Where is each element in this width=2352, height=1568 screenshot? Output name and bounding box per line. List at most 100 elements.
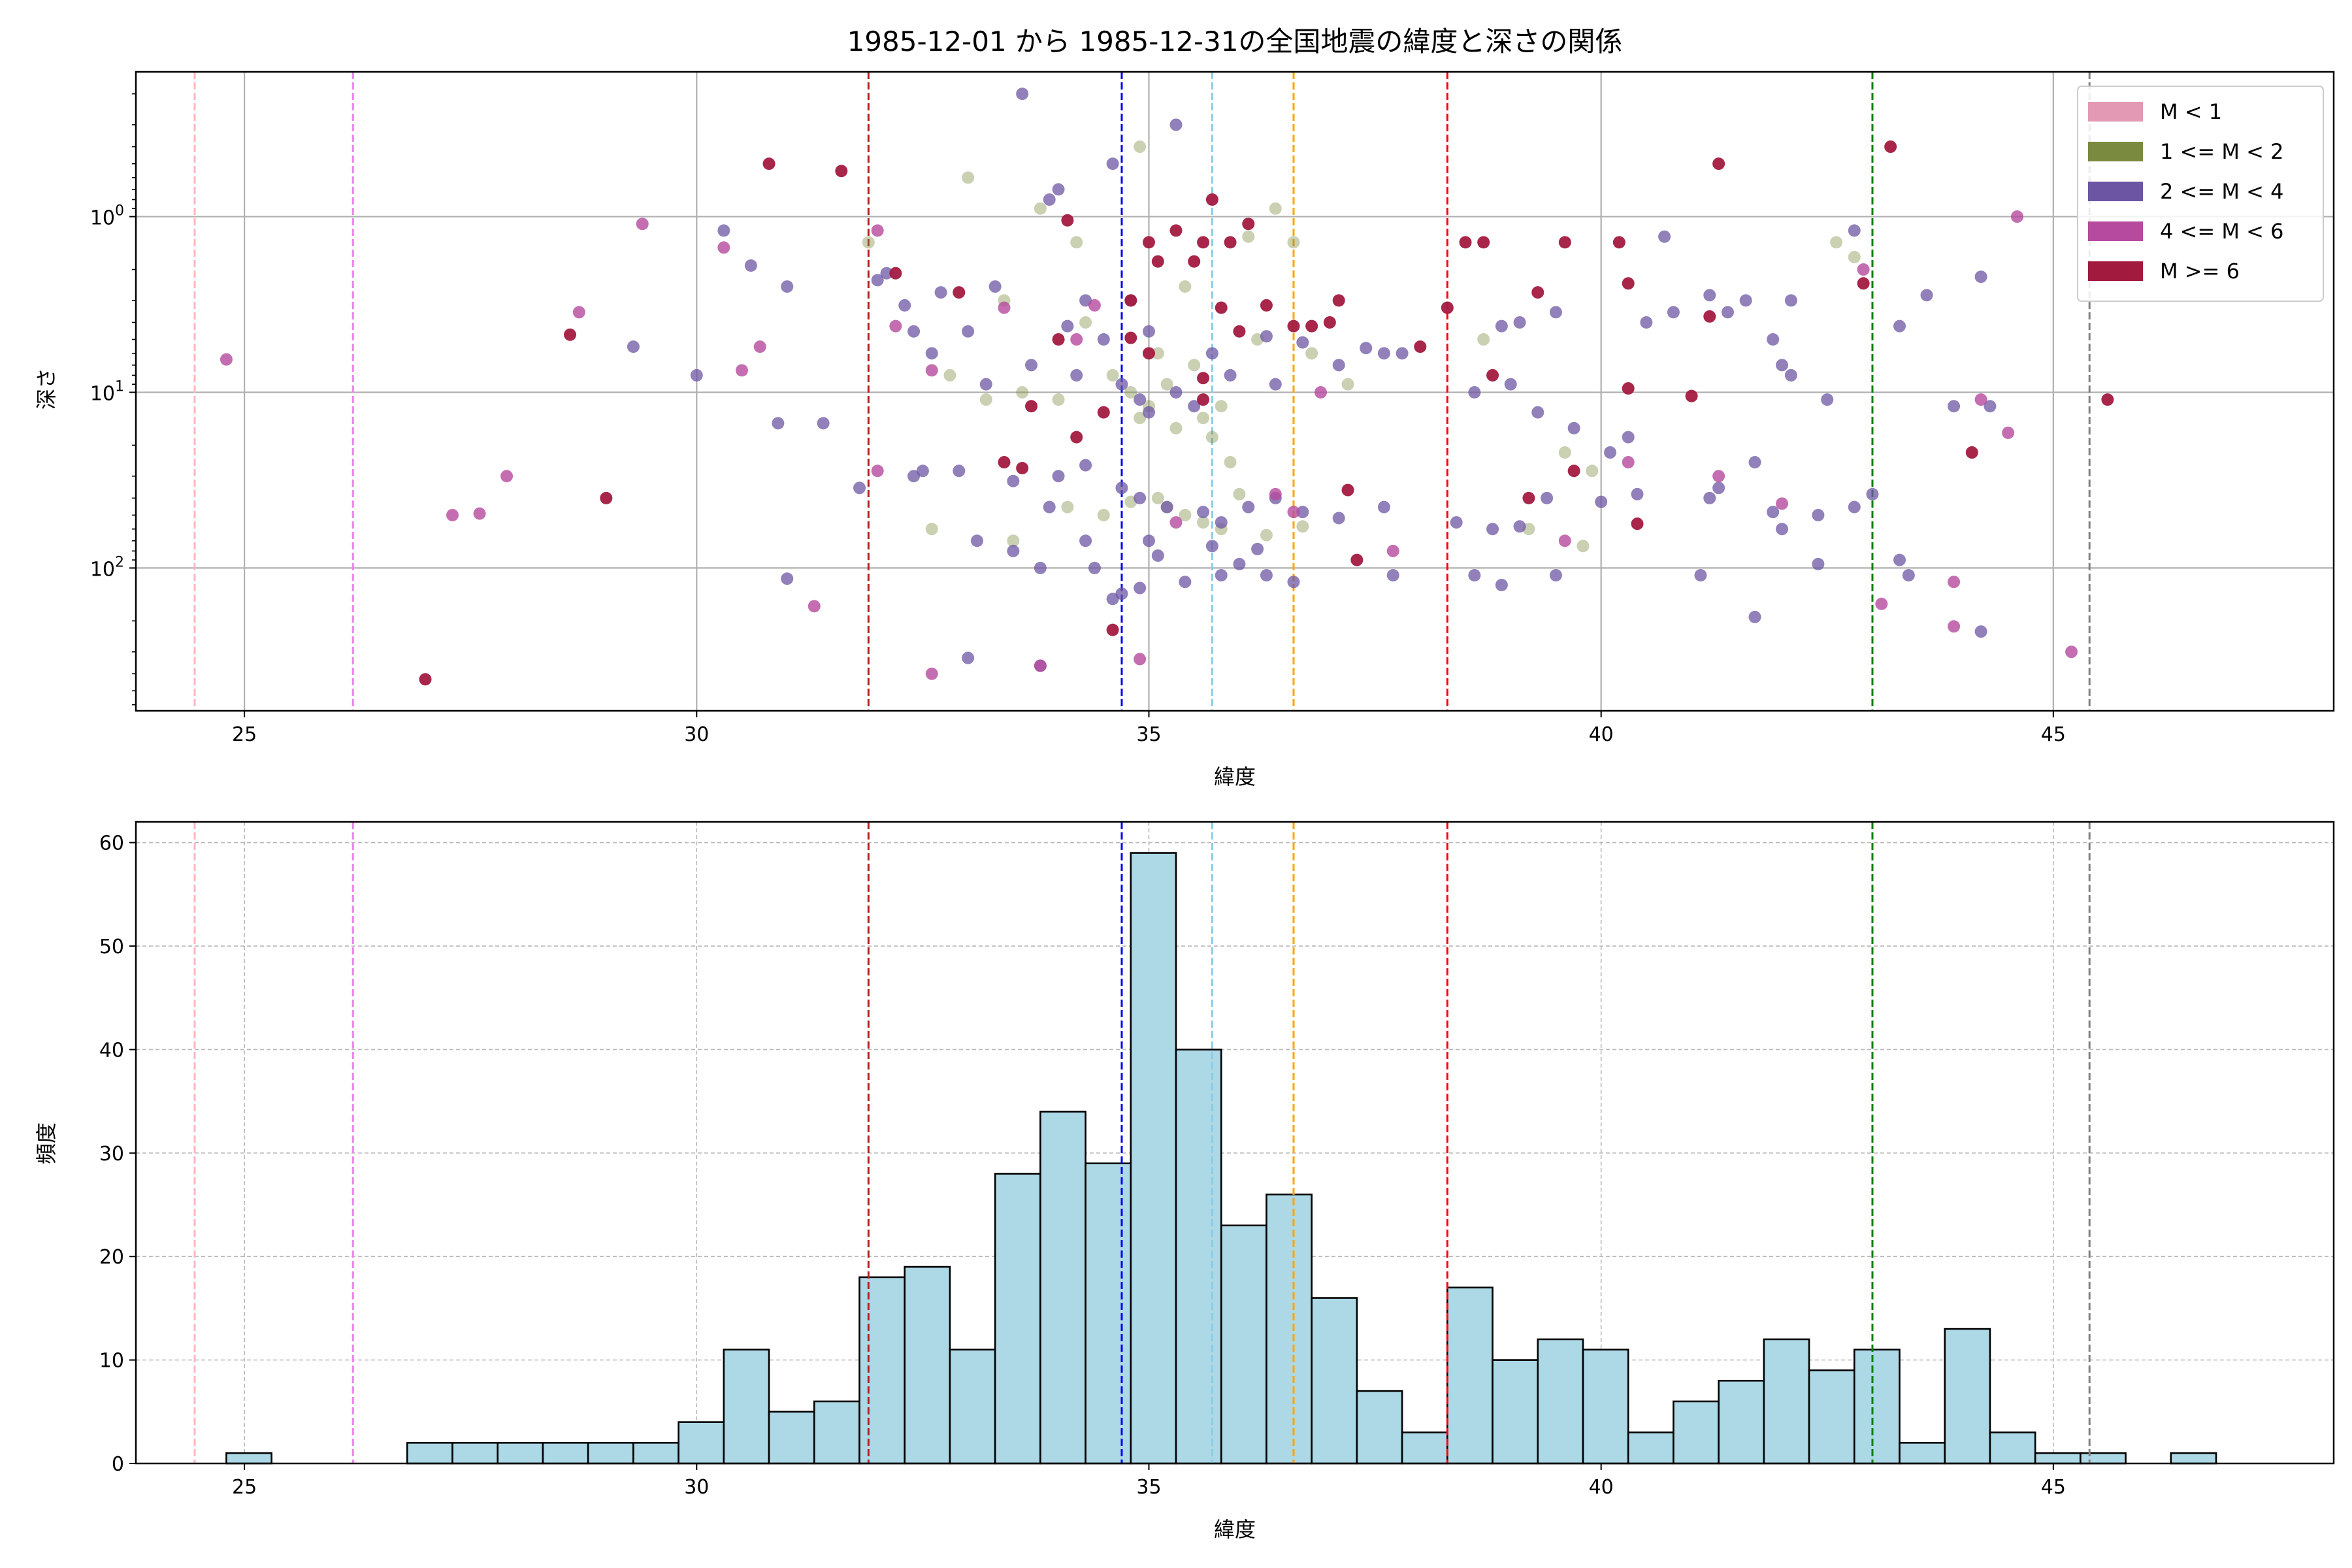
scatter-point <box>925 364 938 377</box>
scatter-point <box>1188 400 1201 413</box>
scatter-point <box>1776 523 1789 536</box>
scatter-point <box>907 470 921 483</box>
histogram-bar <box>1401 1431 1448 1465</box>
scatter-point <box>1631 517 1644 531</box>
histogram-bar <box>1808 1369 1855 1465</box>
scatter-point <box>1848 224 1861 237</box>
scatter-point <box>1142 347 1155 360</box>
scatter-point <box>1965 446 1978 459</box>
scatter-point <box>1188 255 1201 268</box>
legend-label: 1 <= M < 2 <box>2160 139 2283 164</box>
scatter-point <box>1034 659 1047 672</box>
scatter-point <box>2002 426 2015 439</box>
histogram-x-tick-label: 35 <box>1136 1476 1161 1499</box>
scatter-point <box>1721 306 1734 319</box>
scatter-point <box>1830 236 1843 249</box>
scatter-point <box>627 340 640 353</box>
scatter-point <box>781 280 794 293</box>
scatter-point <box>1061 500 1074 514</box>
scatter-point <box>1495 319 1508 333</box>
scatter-point <box>1414 340 1427 353</box>
scatter-point <box>1233 557 1246 570</box>
histogram-bar <box>949 1348 996 1465</box>
scatter-point <box>1287 319 1300 333</box>
scatter-point <box>1205 193 1218 206</box>
scatter-x-tick-label: 25 <box>232 723 257 746</box>
histogram-plot: 25 30 35 40 45 0 10 20 30 40 50 60 緯度 頻度 <box>34 821 2335 1542</box>
scatter-point <box>1197 516 1210 529</box>
scatter-point <box>962 171 975 184</box>
scatter-point <box>1360 342 1373 355</box>
scatter-point <box>1043 193 1056 206</box>
histogram-bar <box>904 1266 951 1465</box>
scatter-point <box>998 301 1011 314</box>
scatter-point <box>1848 500 1861 514</box>
scatter-point <box>1694 569 1707 582</box>
scatter-point <box>1115 482 1128 495</box>
scatter-point <box>1134 581 1147 595</box>
scatter-point <box>772 417 785 430</box>
scatter-point <box>1142 236 1155 249</box>
scatter-point <box>1712 482 1725 495</box>
scatter-point <box>500 470 514 483</box>
histogram-reference-lines <box>193 822 2091 1463</box>
scatter-x-tick-label: 35 <box>1136 723 1161 746</box>
scatter-point <box>600 491 613 504</box>
histogram-bar <box>1220 1224 1267 1465</box>
scatter-point <box>1197 372 1210 385</box>
scatter-point <box>862 236 875 249</box>
scatter-point <box>1179 280 1192 293</box>
scatter-point <box>1169 118 1183 131</box>
scatter-point <box>1667 306 1680 319</box>
scatter-point <box>1179 508 1192 521</box>
scatter-point <box>925 523 938 536</box>
histogram-bar <box>2080 1452 2127 1465</box>
scatter-point <box>1215 400 1228 413</box>
scatter-point <box>1079 534 1092 547</box>
scatter-point <box>1622 277 1635 290</box>
scatter-point <box>1016 385 1029 399</box>
scatter-point <box>1016 461 1029 474</box>
scatter-point <box>1242 500 1255 514</box>
scatter-point <box>1269 378 1282 391</box>
scatter-point <box>1712 470 1725 483</box>
scatter-x-tick-label: 45 <box>2041 723 2066 746</box>
scatter-point <box>1875 597 1888 610</box>
scatter-point <box>1025 359 1038 372</box>
scatter-point <box>1784 368 1797 382</box>
scatter-point <box>1350 553 1364 566</box>
scatter-point <box>1468 569 1481 582</box>
scatter-point <box>1948 576 1961 589</box>
scatter-point <box>2065 645 2078 659</box>
scatter-point <box>1142 534 1155 547</box>
scatter-point <box>1776 497 1789 510</box>
histogram-x-axis-label: 緯度 <box>1214 1517 1256 1542</box>
scatter-point <box>808 600 821 613</box>
scatter-grid <box>136 72 2334 711</box>
histogram-y-tick-label: 50 <box>99 936 124 958</box>
scatter-point <box>1097 508 1110 521</box>
scatter-point <box>1739 294 1752 307</box>
scatter-point <box>925 347 938 360</box>
histogram-y-axis-label: 頻度 <box>34 1122 59 1164</box>
scatter-points <box>220 88 2114 686</box>
scatter-point <box>1215 569 1228 582</box>
histogram-bar <box>1537 1338 1584 1465</box>
scatter-point <box>1106 368 1119 382</box>
scatter-point <box>1052 183 1065 196</box>
scatter-point <box>1386 569 1399 582</box>
legend-swatch <box>2088 261 2143 281</box>
scatter-point <box>1576 540 1590 553</box>
scatter-point <box>1948 400 1961 413</box>
histogram-bar <box>1718 1379 1765 1465</box>
scatter-point <box>1902 569 1915 582</box>
scatter-point <box>1160 378 1173 391</box>
legend-box <box>2077 86 2324 302</box>
scatter-point <box>1974 270 1987 284</box>
scatter-point <box>1106 157 1119 171</box>
scatter-point <box>419 673 432 686</box>
scatter-point <box>1115 587 1128 600</box>
scatter-point <box>1197 236 1210 249</box>
scatter-point <box>636 218 649 231</box>
scatter-point <box>1748 455 1761 468</box>
